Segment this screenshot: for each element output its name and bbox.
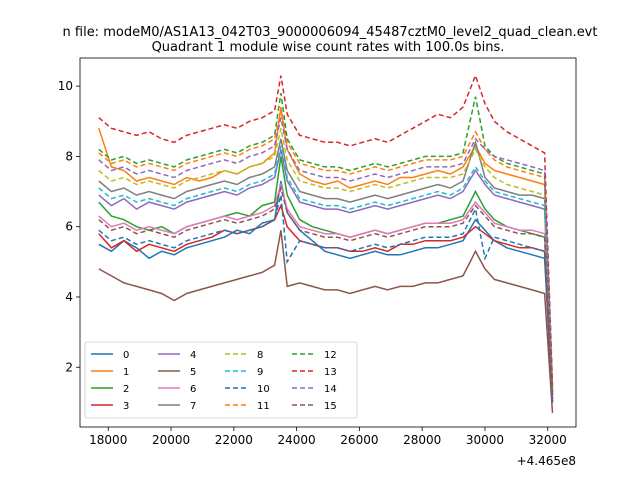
legend-label-14: 14 <box>324 384 337 395</box>
figure-suptitle: n file: modeM0/AS1A13_042T03_9000006094_… <box>63 25 598 40</box>
x-tick-label: 32000 <box>529 433 567 447</box>
x-tick-label: 28000 <box>403 433 441 447</box>
legend-label-11: 11 <box>257 401 270 412</box>
y-tick-label: 10 <box>58 79 73 93</box>
x-tick-label: 22000 <box>215 433 253 447</box>
series-line-4 <box>98 149 554 396</box>
x-tick-label: 18000 <box>89 433 127 447</box>
x-tick-label: 26000 <box>340 433 378 447</box>
y-tick-label: 2 <box>65 360 73 374</box>
chart-title: Quadrant 1 module wise count rates with … <box>152 40 505 55</box>
legend-label-15: 15 <box>324 401 337 412</box>
legend-label-7: 7 <box>190 401 196 412</box>
legend-label-4: 4 <box>190 350 196 361</box>
x-axis: 18000 20000 22000 24000 26000 28000 30000 32000 <box>89 427 567 447</box>
legend-label-12: 12 <box>324 350 337 361</box>
legend-box <box>84 341 358 419</box>
legend-label-13: 13 <box>324 367 337 378</box>
axes-frame <box>79 57 577 428</box>
x-tick-label: 24000 <box>278 433 316 447</box>
series-line-12 <box>98 92 554 389</box>
series-line-3 <box>98 203 554 403</box>
x-tick-label: 20000 <box>152 433 190 447</box>
legend-label-9: 9 <box>257 367 263 378</box>
series-line-6 <box>98 181 554 399</box>
series-line-14 <box>98 117 554 392</box>
series-group <box>98 73 554 413</box>
series-line-10 <box>98 194 554 403</box>
y-tick-label: 4 <box>65 290 73 304</box>
series-line-0 <box>98 180 554 403</box>
legend-label-5: 5 <box>190 367 196 378</box>
legend-label-3: 3 <box>123 401 129 412</box>
x-tick-label: 30000 <box>466 433 504 447</box>
series-line-9 <box>98 145 554 396</box>
legend-label-1: 1 <box>123 367 129 378</box>
series-line-1 <box>98 107 554 392</box>
x-offset-label: +4.465e8 <box>517 454 576 468</box>
series-line-5 <box>98 230 554 413</box>
legend-label-6: 6 <box>190 384 196 395</box>
y-tick-label: 6 <box>65 220 73 234</box>
y-axis: 2 4 6 8 10 <box>58 79 80 374</box>
legend-label-10: 10 <box>257 384 270 395</box>
y-tick-label: 8 <box>65 149 73 163</box>
legend-label-2: 2 <box>123 384 129 395</box>
series-line-13 <box>98 73 554 385</box>
series-line-7 <box>98 138 554 396</box>
legend-label-8: 8 <box>257 350 263 361</box>
legend-label-0: 0 <box>123 350 129 361</box>
series-line-15 <box>98 185 554 399</box>
